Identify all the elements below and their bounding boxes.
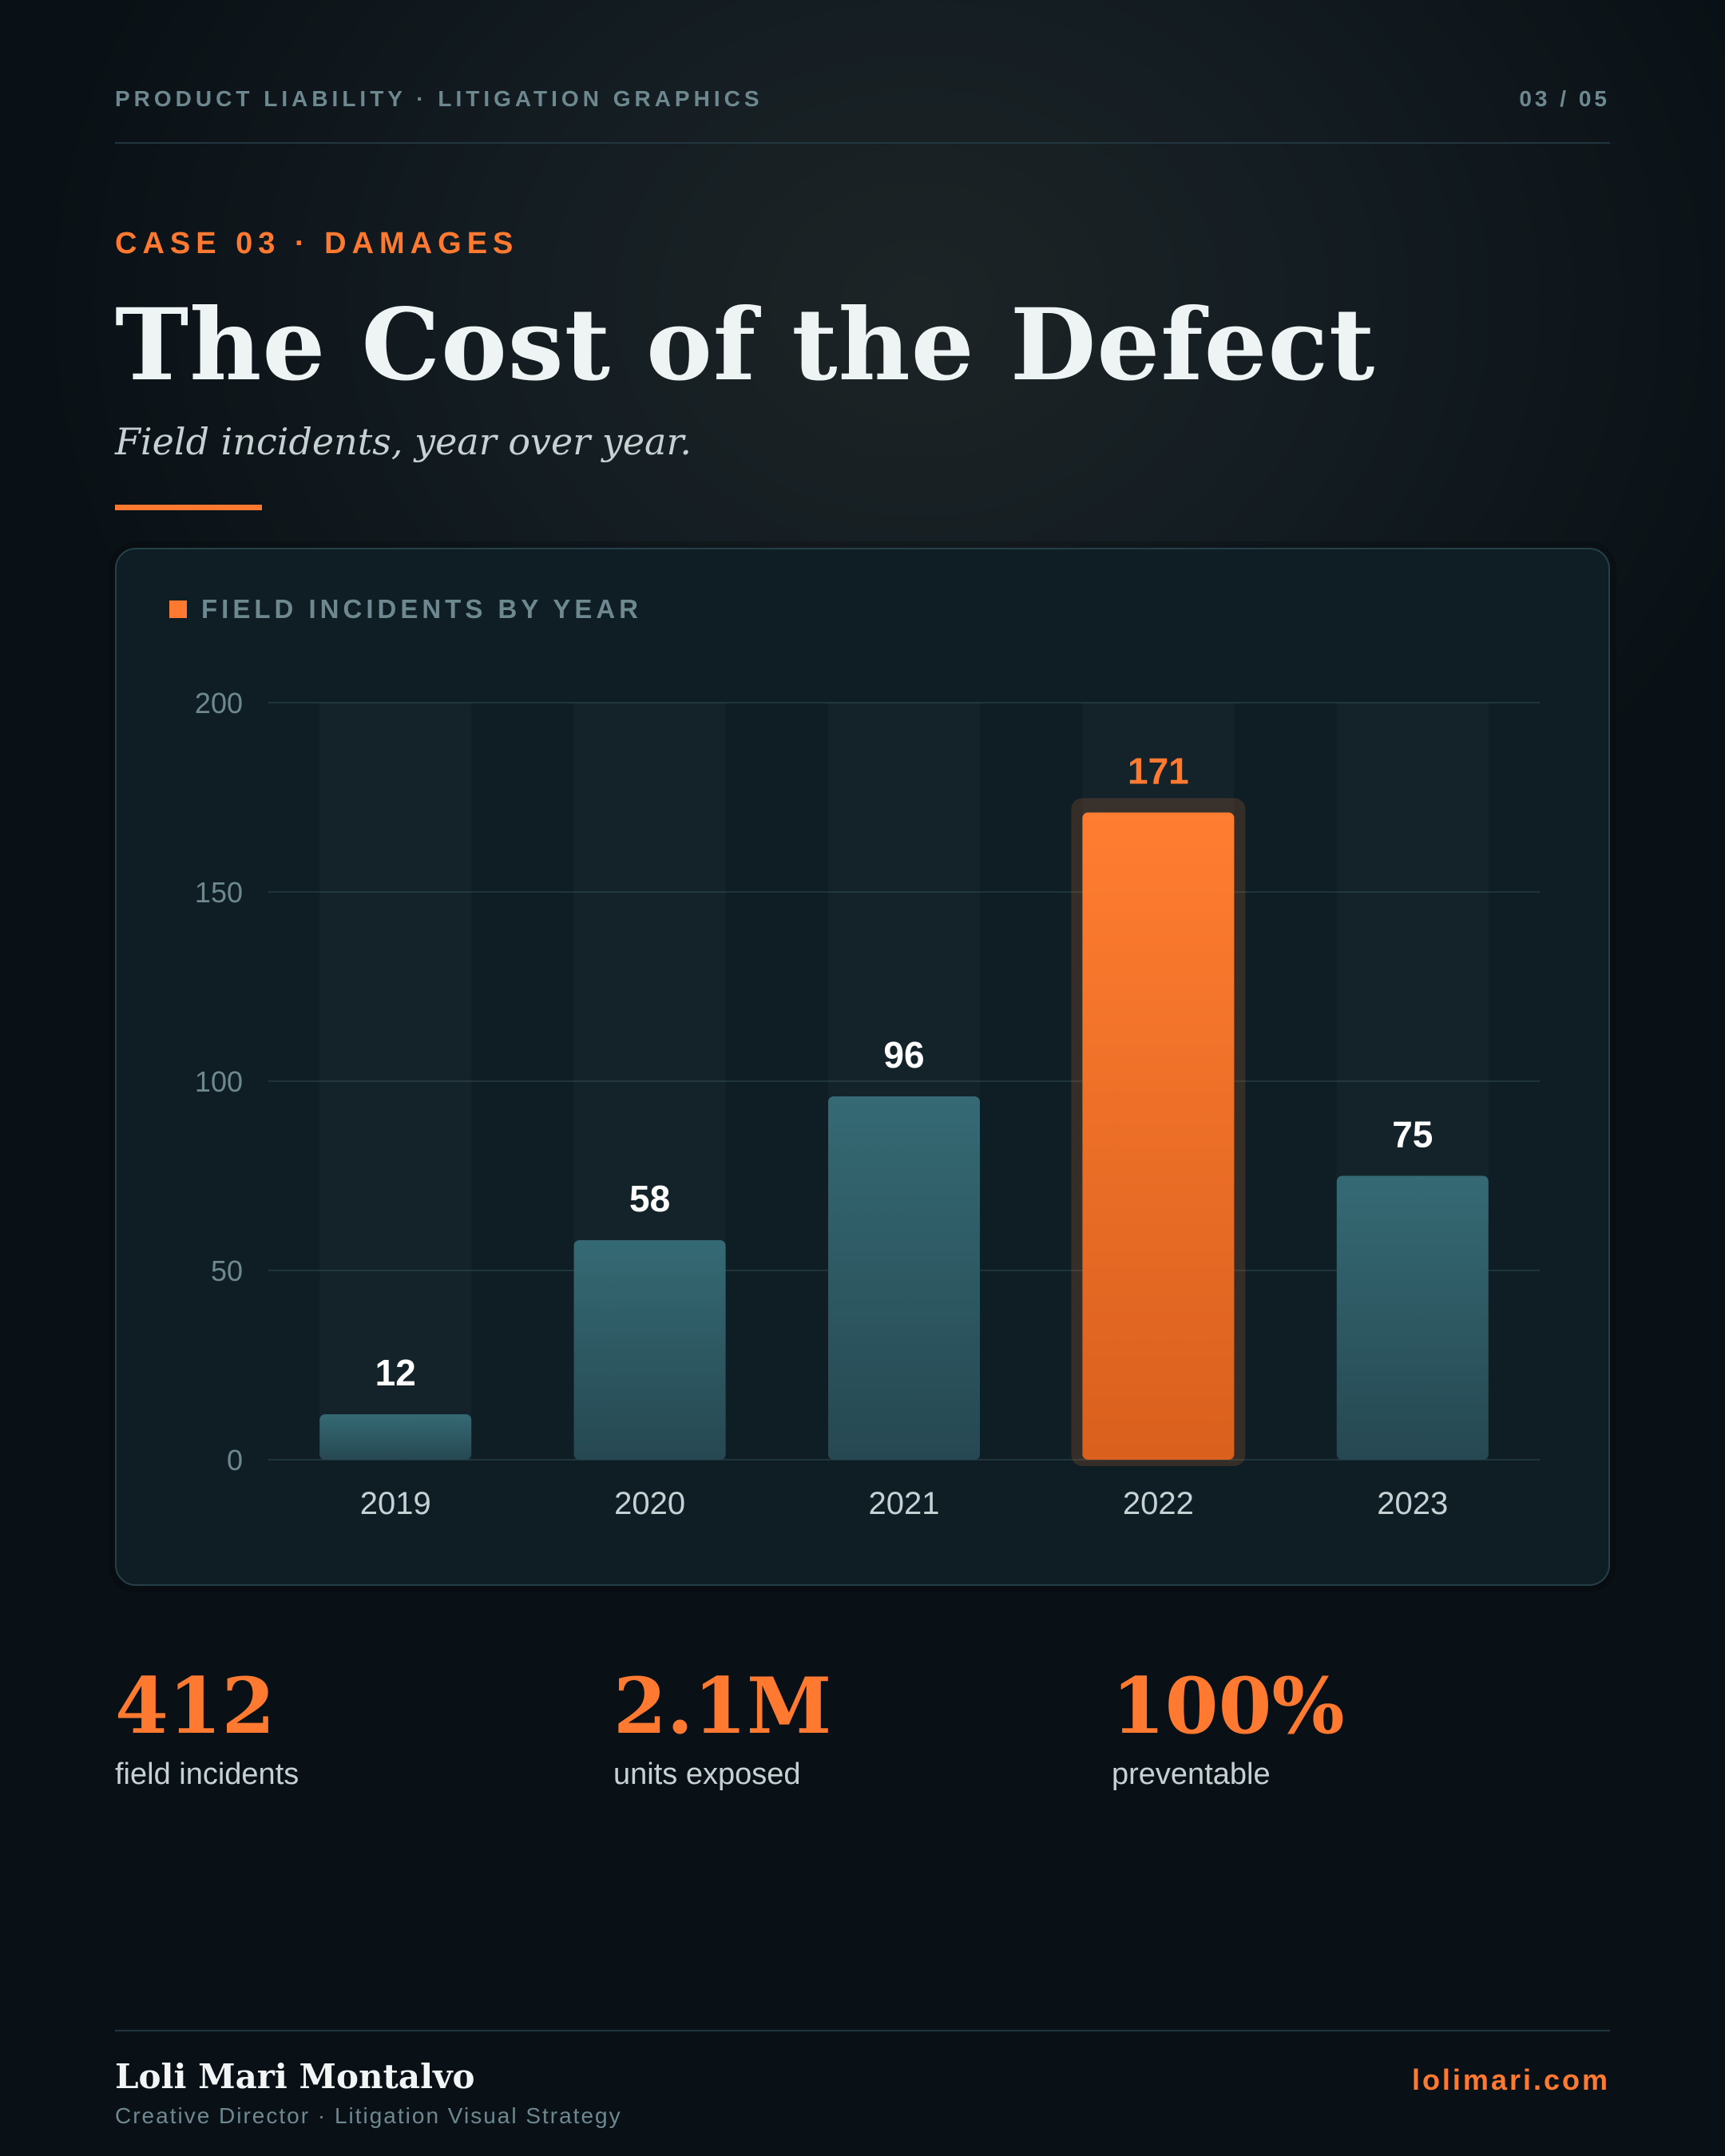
x-tick-label: 2020 bbox=[614, 1486, 685, 1521]
bar-2021 bbox=[828, 1096, 980, 1460]
bar-2022 bbox=[1082, 812, 1235, 1460]
stat-block-incidents: 412 field incidents bbox=[115, 1661, 299, 1792]
footer-role: Creative Director · Litigation Visual St… bbox=[115, 2103, 622, 2128]
stat-label: units exposed bbox=[613, 1758, 801, 1791]
bar-value-label: 96 bbox=[883, 1034, 924, 1076]
header-divider bbox=[115, 142, 1610, 144]
stat-value: 412 bbox=[115, 1661, 276, 1751]
bar-chart: 0 50 100 150 200 12 2019 58 2020 96 2021 171 2022 75 2… bbox=[195, 687, 1540, 1521]
x-tick-label: 2019 bbox=[360, 1486, 431, 1521]
bar-value-label: 58 bbox=[629, 1178, 670, 1219]
header-topline: PRODUCT LIABILITY · LITIGATION GRAPHICS bbox=[115, 86, 763, 111]
chart-title-marker bbox=[169, 600, 187, 618]
accent-bar bbox=[115, 505, 262, 510]
case-kicker: CASE 03 · DAMAGES bbox=[115, 227, 519, 260]
stat-block-preventable: 100% preventable bbox=[1112, 1661, 1345, 1792]
x-tick-label: 2023 bbox=[1377, 1486, 1448, 1521]
x-tick-label: 2022 bbox=[1123, 1486, 1194, 1521]
y-tick-label: 200 bbox=[195, 687, 243, 719]
stat-label: field incidents bbox=[115, 1758, 299, 1791]
stat-block-units: 2.1M units exposed bbox=[613, 1661, 831, 1792]
stat-label: preventable bbox=[1112, 1758, 1271, 1791]
footer-site-link[interactable]: lolimari.com bbox=[1411, 2063, 1610, 2096]
page-number: 03 / 05 bbox=[1519, 86, 1610, 111]
chart-title-text: FIELD INCIDENTS BY YEAR bbox=[201, 594, 643, 624]
bar-value-label: 75 bbox=[1392, 1114, 1433, 1155]
page-subtitle: Field incidents, year over year. bbox=[115, 420, 692, 463]
chart-labels: 0 50 100 150 200 12 2019 58 2020 96 2021 171 2022 75 2… bbox=[195, 687, 1448, 1521]
y-tick-label: 150 bbox=[195, 876, 243, 909]
bar-value-label: 171 bbox=[1128, 750, 1189, 791]
bar-track bbox=[319, 703, 471, 1460]
x-tick-label: 2021 bbox=[869, 1486, 940, 1521]
y-tick-label: 0 bbox=[227, 1444, 243, 1476]
stat-value: 100% bbox=[1112, 1661, 1345, 1751]
chart-bars bbox=[319, 798, 1489, 1466]
bar-2023 bbox=[1336, 1175, 1489, 1460]
y-tick-label: 50 bbox=[211, 1254, 243, 1287]
footer-name: Loli Mari Montalvo bbox=[115, 2057, 475, 2096]
bar-value-label: 12 bbox=[375, 1352, 416, 1393]
bar-2019 bbox=[319, 1414, 472, 1460]
y-tick-label: 100 bbox=[195, 1065, 243, 1098]
bar-2020 bbox=[573, 1240, 726, 1460]
chart-title: FIELD INCIDENTS BY YEAR bbox=[169, 594, 642, 624]
stat-value: 2.1M bbox=[613, 1661, 832, 1751]
page-title: The Cost of the Defect bbox=[115, 287, 1376, 403]
footer-divider bbox=[115, 2030, 1610, 2031]
